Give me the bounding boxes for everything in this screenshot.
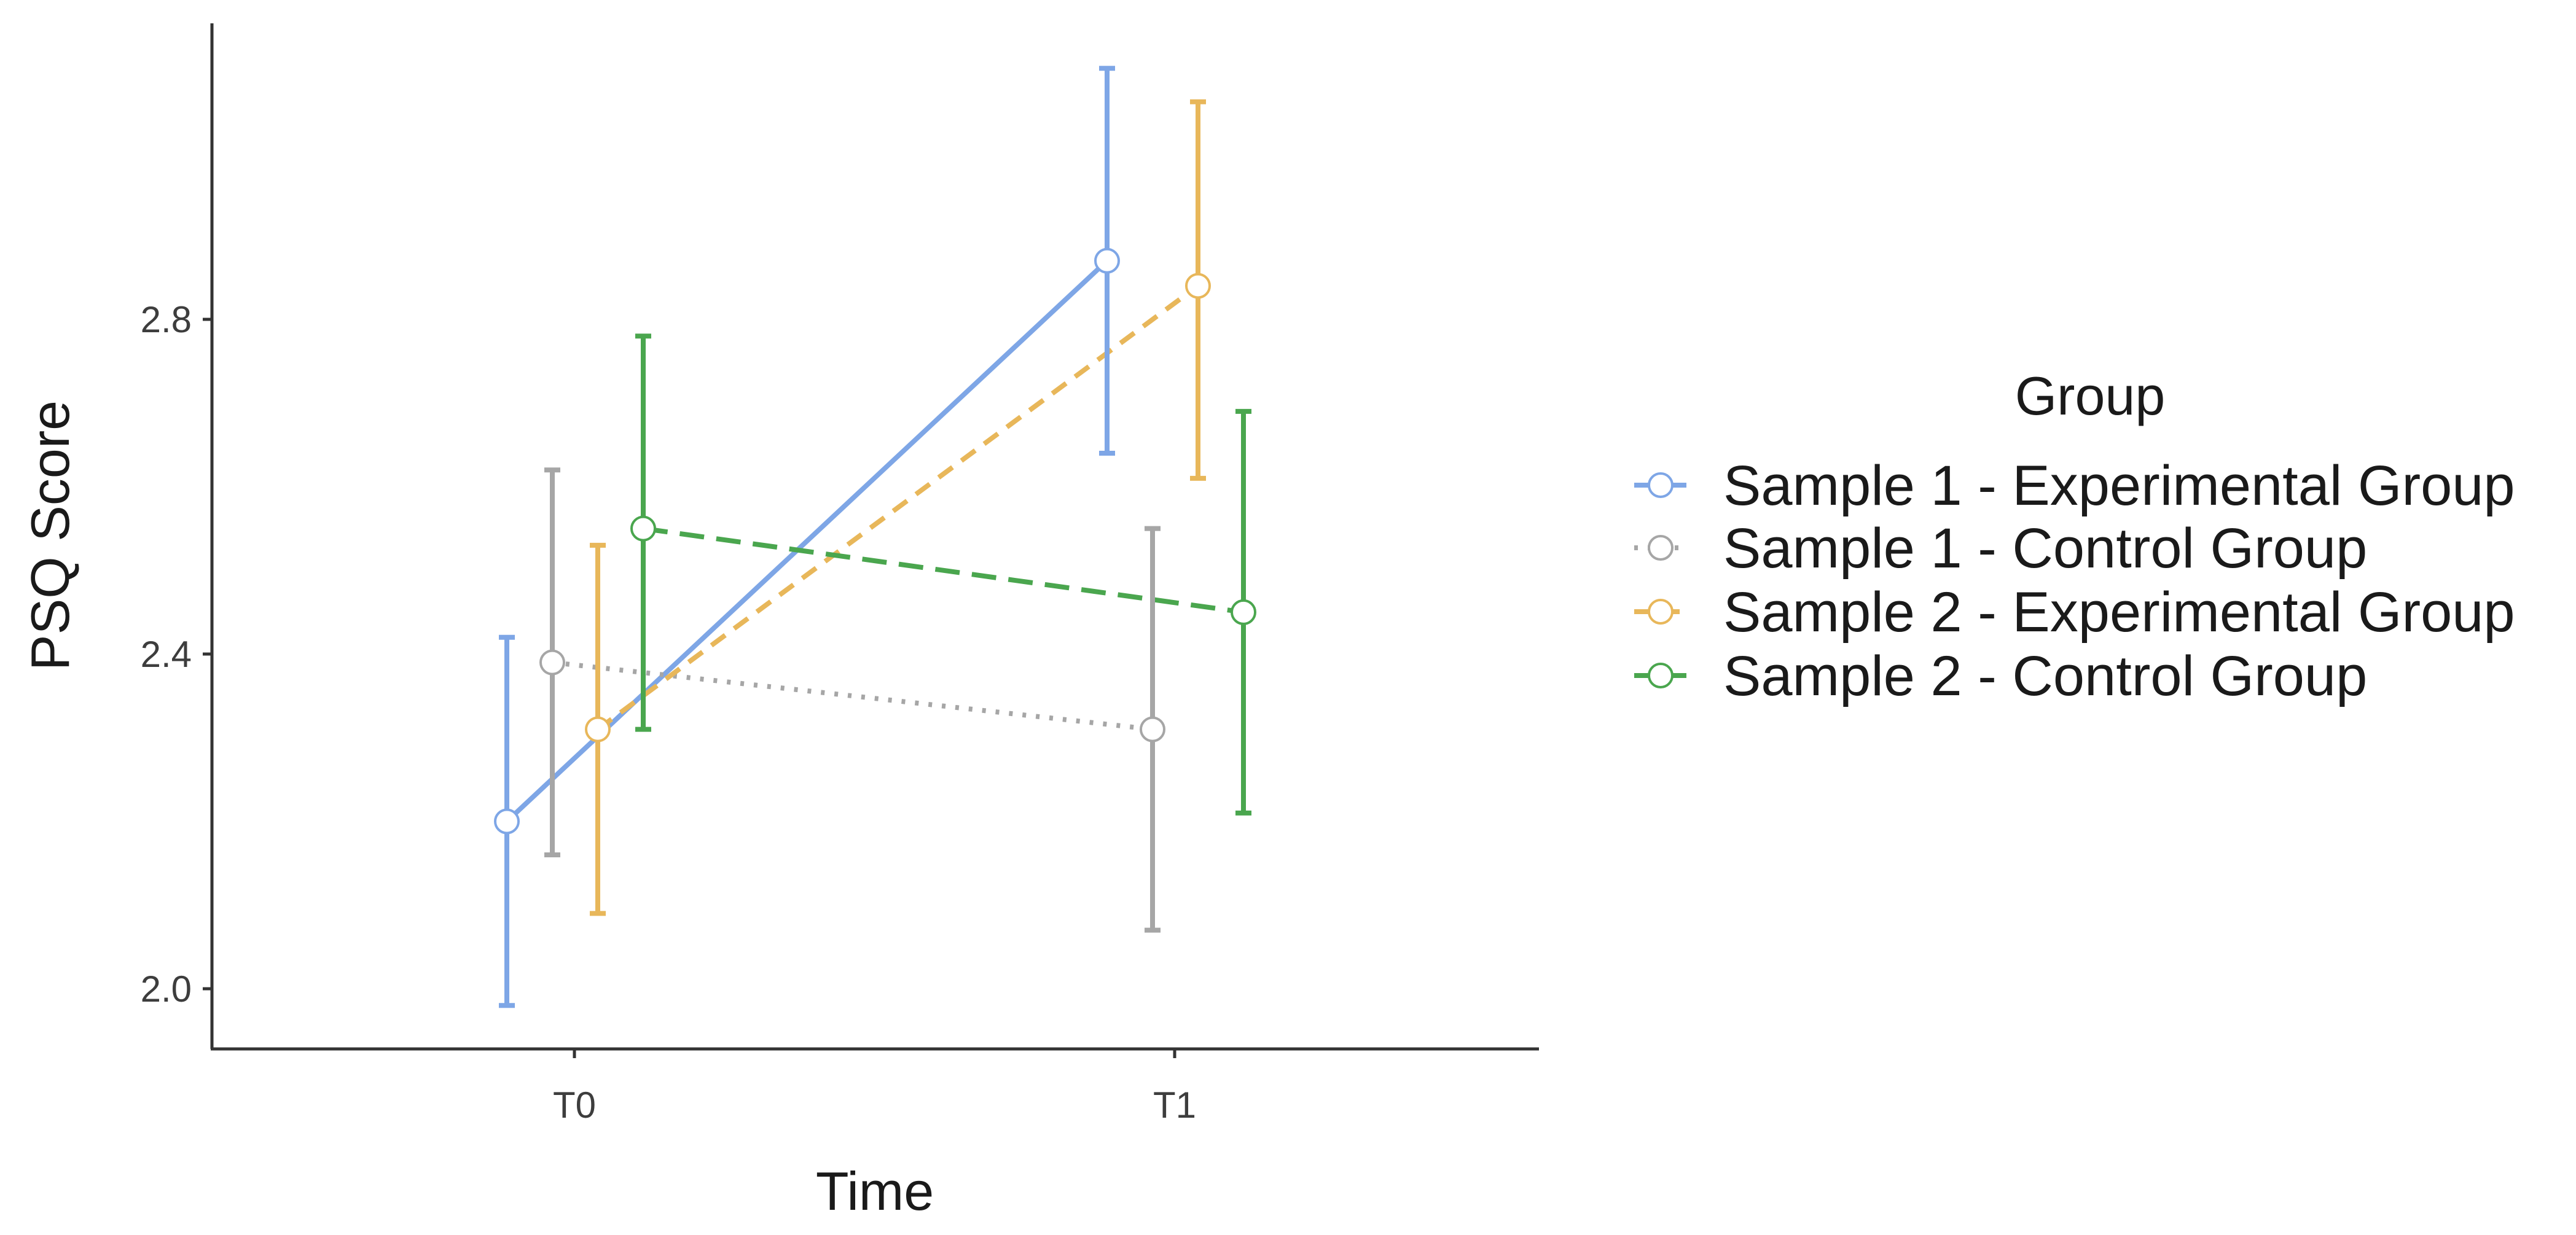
y-axis-title: PSQ Score	[20, 400, 80, 671]
legend-label: Sample 2 - Control Group	[1723, 645, 2367, 707]
plot-area	[494, 66, 1256, 1008]
legend-label: Sample 1 - Experimental Group	[1723, 454, 2515, 517]
data-point	[585, 716, 611, 742]
axes: 2.0 2.4 2.8 T0 T1 Time PSQ Score	[20, 23, 1539, 1221]
series-line	[552, 660, 1153, 732]
series-line	[596, 284, 1200, 731]
data-point	[1094, 247, 1120, 274]
x-tick-label: T1	[1153, 1085, 1196, 1126]
data-point	[1140, 716, 1165, 742]
legend: Group Sample 1 - Experimental GroupSampl…	[1634, 365, 2515, 707]
legend-item: Sample 2 - Experimental Group	[1634, 581, 2515, 644]
legend-key-marker	[1648, 535, 1674, 561]
legend-key-marker	[1648, 472, 1674, 498]
error-bars	[499, 66, 1251, 1008]
data-point	[1231, 599, 1256, 625]
legend-item: Sample 2 - Control Group	[1634, 645, 2367, 707]
x-ticks: T0 T1	[553, 1049, 1196, 1126]
x-tick-label: T0	[553, 1085, 596, 1126]
legend-item: Sample 1 - Control Group	[1634, 517, 2367, 580]
y-ticks: 2.0 2.4 2.8	[141, 299, 212, 1010]
legend-label: Sample 2 - Experimental Group	[1723, 581, 2515, 644]
legend-title: Group	[2015, 365, 2166, 426]
data-point	[630, 515, 656, 542]
legend-key-marker	[1648, 663, 1674, 688]
data-point	[494, 808, 520, 835]
y-tick-label: 2.8	[141, 299, 192, 340]
legend-label: Sample 1 - Control Group	[1723, 517, 2367, 580]
data-point	[539, 649, 565, 676]
y-tick-label: 2.0	[141, 968, 192, 1010]
data-point	[1185, 273, 1211, 299]
series-lines	[505, 259, 1244, 824]
y-tick-label: 2.4	[141, 634, 192, 675]
legend-item: Sample 1 - Experimental Group	[1634, 454, 2515, 517]
x-axis-title: Time	[816, 1161, 934, 1221]
data-points	[494, 247, 1256, 835]
legend-key-marker	[1648, 599, 1674, 625]
series-line	[643, 526, 1244, 615]
